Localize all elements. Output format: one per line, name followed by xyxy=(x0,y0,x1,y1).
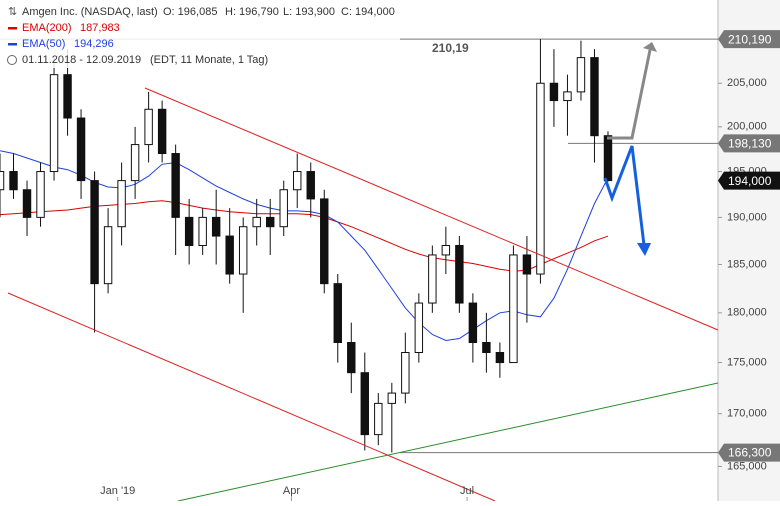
quote: L: 193,900 xyxy=(283,6,335,18)
clock-icon xyxy=(7,55,17,65)
candle-body xyxy=(49,74,59,173)
price-tag xyxy=(718,134,780,153)
candle-body xyxy=(428,254,437,304)
quote: O: 196,085 xyxy=(163,6,217,18)
y-tick-label: 170,000 xyxy=(727,408,767,420)
legend-name: EMA(200) xyxy=(22,22,72,34)
arrow-head xyxy=(643,42,657,52)
candle-body xyxy=(387,392,397,404)
price-tag-label: 198,130 xyxy=(728,137,772,151)
ema-line xyxy=(0,200,609,272)
arrow-head xyxy=(637,243,651,256)
trend-line xyxy=(7,292,496,502)
header-bg xyxy=(0,0,400,68)
candle-body xyxy=(320,198,329,285)
legend-name: EMA(50) xyxy=(22,38,65,50)
candle-body xyxy=(455,244,464,304)
candle-body xyxy=(117,180,126,228)
candle-body xyxy=(130,144,140,182)
candle-body xyxy=(0,171,5,191)
candle-body xyxy=(22,189,32,218)
y-tick-label: 200,000 xyxy=(727,121,767,133)
candle-body xyxy=(157,108,167,155)
price-tag xyxy=(718,443,780,462)
candle-body xyxy=(184,216,194,246)
candle-body xyxy=(103,226,113,285)
candle-body xyxy=(279,189,288,228)
candle-body xyxy=(171,153,180,218)
y-tick-label: 175,000 xyxy=(727,356,767,368)
trend-line xyxy=(177,382,719,502)
annotation: 210,19 xyxy=(432,41,469,55)
period: 01.11.2018 - 12.09.2019 xyxy=(22,54,141,66)
candle-body xyxy=(468,302,478,344)
projection-arrow xyxy=(603,145,646,246)
x-tick-label: Jul xyxy=(460,485,474,497)
y-axis-panel xyxy=(718,0,780,501)
candle-body xyxy=(76,117,86,182)
candle-body xyxy=(265,216,275,228)
y-tick-label: 190,000 xyxy=(727,211,767,223)
price-tag xyxy=(718,30,780,49)
y-tick-label: 205,000 xyxy=(727,77,767,89)
legend: EMA(200) 187,983 EMA(50) 194,296 xyxy=(8,22,120,50)
icon: ⇅ xyxy=(8,6,17,18)
candle-body xyxy=(401,352,410,394)
x-tick-label: Apr xyxy=(283,485,300,497)
plot-area xyxy=(0,38,718,454)
candle-body xyxy=(590,57,599,137)
period-note: (EDT, 11 Monate, 1 Tag) xyxy=(150,54,268,66)
y-tick-label: 165,000 xyxy=(727,460,767,472)
legend-value: 187,983 xyxy=(80,22,120,34)
candle-body xyxy=(360,372,370,436)
price-tag-label: 194,000 xyxy=(728,174,772,188)
candle-body xyxy=(238,226,248,275)
candle-body xyxy=(144,108,153,146)
price-tag-label: 210,190 xyxy=(728,32,772,46)
price-tag xyxy=(718,171,780,190)
y-tick-label: 180,000 xyxy=(727,307,767,319)
candle-body xyxy=(347,342,356,374)
candle-body xyxy=(211,216,221,237)
trend-line xyxy=(144,87,719,331)
legend-value: 194,296 xyxy=(74,38,114,50)
candle-body xyxy=(549,82,559,102)
candle-body xyxy=(563,91,572,102)
candle-body xyxy=(9,171,18,191)
candle-body xyxy=(495,352,505,364)
ema-line xyxy=(0,150,609,342)
candle-body xyxy=(90,180,99,285)
price-tag-label: 166,300 xyxy=(728,446,772,460)
candle-body xyxy=(198,216,207,246)
legend-swatch xyxy=(8,27,17,30)
candle-body xyxy=(414,302,424,354)
x-tick-label: Jan '19 xyxy=(100,485,135,497)
legend-swatch xyxy=(8,43,17,46)
candle-body xyxy=(333,283,342,344)
candle-body xyxy=(252,216,261,228)
y-tick-label: 185,000 xyxy=(727,258,767,270)
candle-body xyxy=(36,171,45,218)
quote: H: 196,790 xyxy=(225,6,279,18)
candle-body xyxy=(603,135,613,182)
candle-body xyxy=(306,171,315,200)
candle-body xyxy=(509,254,518,364)
title: Amgen Inc. (NASDAQ, last) xyxy=(22,6,158,18)
quote: C: 194,000 xyxy=(341,6,395,18)
candle-body xyxy=(576,57,586,93)
candle-body xyxy=(63,74,72,119)
candle-body xyxy=(293,171,302,191)
candle-body xyxy=(374,402,383,436)
candle-body xyxy=(536,82,545,275)
candle-body xyxy=(441,244,451,256)
projection-arrow xyxy=(607,49,652,140)
candle-body xyxy=(522,254,532,275)
candle-body xyxy=(225,235,234,275)
candle-body xyxy=(482,342,491,354)
